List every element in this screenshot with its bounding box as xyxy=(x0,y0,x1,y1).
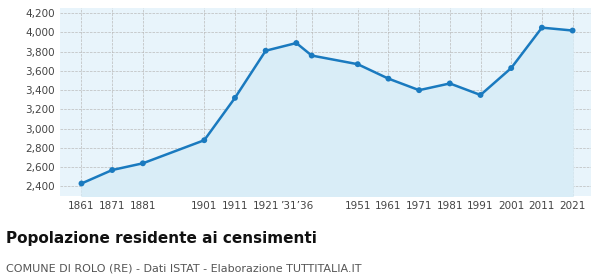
Point xyxy=(568,28,577,33)
Point xyxy=(415,88,424,92)
Point xyxy=(353,62,362,66)
Point xyxy=(307,53,316,58)
Text: COMUNE DI ROLO (RE) - Dati ISTAT - Elaborazione TUTTITALIA.IT: COMUNE DI ROLO (RE) - Dati ISTAT - Elabo… xyxy=(6,263,361,273)
Point xyxy=(537,25,547,30)
Point xyxy=(383,76,393,81)
Text: Popolazione residente ai censimenti: Popolazione residente ai censimenti xyxy=(6,231,317,246)
Point xyxy=(476,93,485,97)
Point xyxy=(230,96,240,100)
Point xyxy=(199,138,209,143)
Point xyxy=(77,181,86,186)
Point xyxy=(107,168,117,172)
Point xyxy=(506,66,516,70)
Point xyxy=(138,161,148,165)
Point xyxy=(292,41,301,45)
Point xyxy=(445,81,455,86)
Point xyxy=(261,48,271,53)
